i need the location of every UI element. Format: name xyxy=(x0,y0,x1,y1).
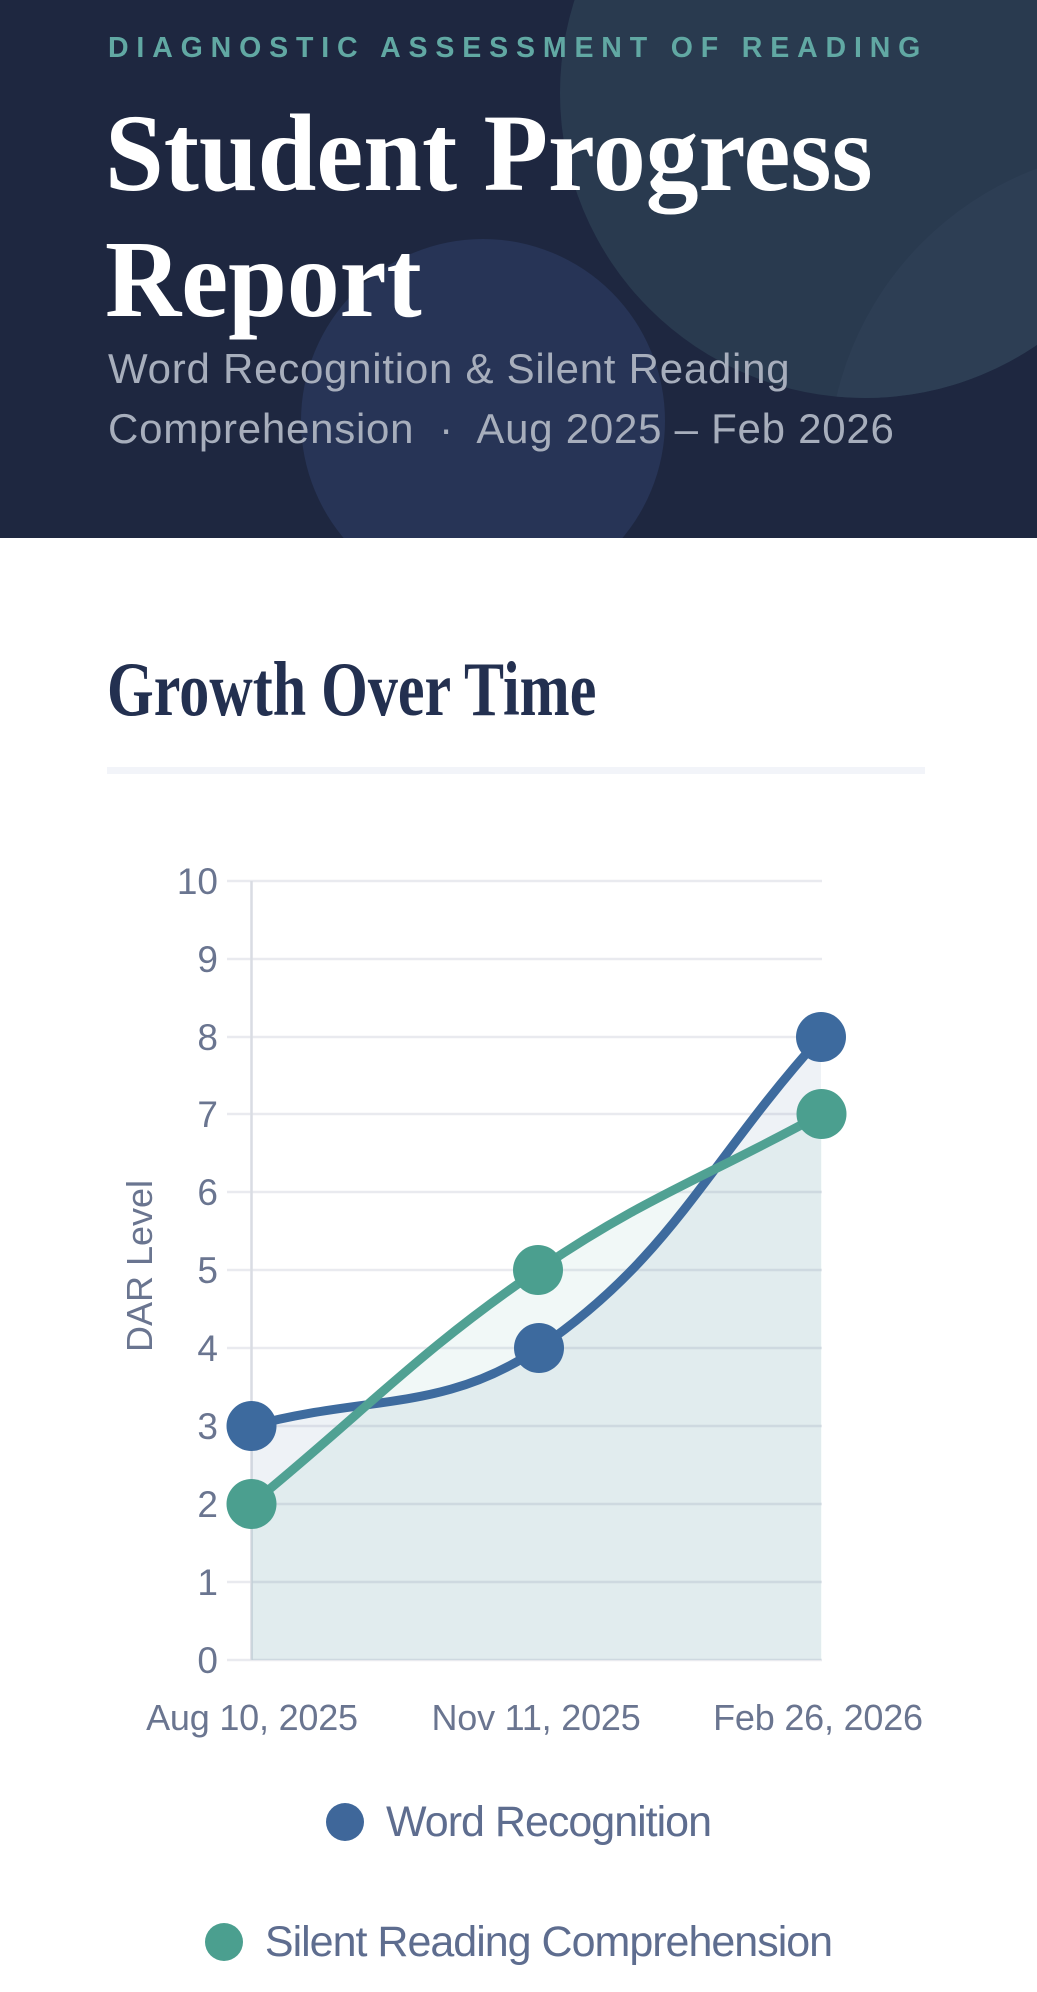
svg-text:6: 6 xyxy=(197,1172,218,1213)
svg-text:2: 2 xyxy=(197,1484,218,1525)
svg-text:9: 9 xyxy=(197,939,218,980)
svg-text:4: 4 xyxy=(197,1328,218,1369)
svg-text:1: 1 xyxy=(197,1562,218,1603)
svg-text:0: 0 xyxy=(197,1640,218,1681)
svg-text:Nov 11, 2025: Nov 11, 2025 xyxy=(431,1697,640,1738)
svg-text:Aug 10, 2025: Aug 10, 2025 xyxy=(146,1697,358,1738)
svg-text:DAR Level: DAR Level xyxy=(119,1180,160,1352)
svg-text:10: 10 xyxy=(177,861,218,902)
svg-text:3: 3 xyxy=(197,1406,218,1447)
svg-text:7: 7 xyxy=(197,1094,218,1135)
svg-text:Feb 26, 2026: Feb 26, 2026 xyxy=(713,1697,923,1738)
svg-text:8: 8 xyxy=(197,1017,218,1058)
svg-text:5: 5 xyxy=(197,1250,218,1291)
